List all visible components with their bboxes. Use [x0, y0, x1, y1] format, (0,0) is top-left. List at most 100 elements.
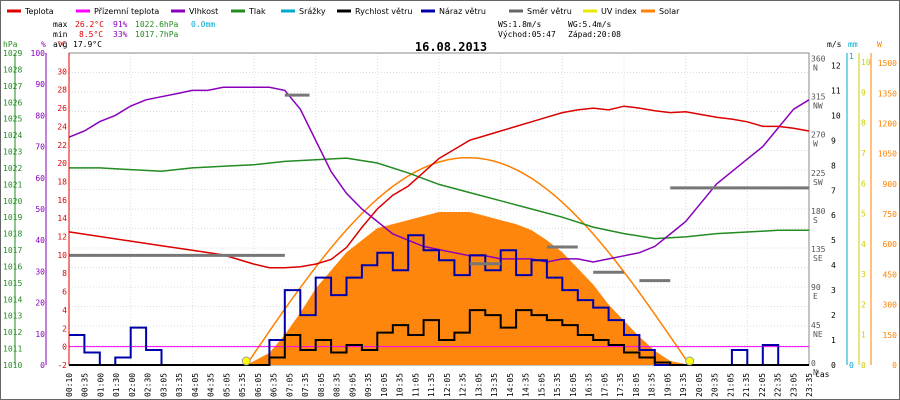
hpa-tick: 1027	[3, 82, 22, 91]
percent-tick: 10	[35, 330, 45, 339]
hpa-tick: 1017	[3, 246, 22, 255]
legend-label: Přízemní teplota	[94, 7, 159, 16]
avg-label: avg	[53, 40, 68, 49]
celsius-tick: 26	[57, 104, 67, 113]
wm2-tick: 750	[883, 210, 898, 219]
time-label: 15:05	[537, 373, 546, 397]
time-label: 08:05	[317, 373, 326, 397]
celsius-tick: 20	[57, 159, 67, 168]
max-label: max	[53, 20, 68, 29]
max-pressure: 1022.6hPa	[135, 20, 179, 29]
min-label: min	[53, 30, 68, 39]
wm2-unit: W	[877, 40, 882, 49]
time-label: 21:05	[726, 373, 735, 397]
time-label: 12:05	[443, 373, 452, 397]
min-humidity: 33%	[113, 30, 128, 39]
sunset-marker	[685, 356, 695, 366]
time-label: 23:35	[805, 373, 814, 397]
percent-tick: 90	[35, 80, 45, 89]
time-label: 02:00	[128, 373, 137, 397]
celsius-tick: 6	[62, 288, 67, 297]
uv-tick: 7	[861, 149, 866, 158]
uv-tick: 5	[861, 210, 866, 219]
time-label: 04:05	[191, 373, 200, 397]
ms-tick: 8	[831, 161, 836, 170]
ms-tick: 3	[831, 286, 836, 295]
wm2-tick: 900	[883, 180, 898, 189]
time-label: 11:05	[411, 373, 420, 397]
hpa-tick: 1018	[3, 230, 22, 239]
ms-unit: m/s	[827, 40, 842, 49]
direction-label: SW	[813, 178, 823, 187]
time-label: 23:05	[789, 373, 798, 397]
direction-degree: 0	[811, 359, 816, 368]
uv-tick: 1	[861, 331, 866, 340]
time-label: 03:35	[175, 373, 184, 397]
hpa-tick: 1025	[3, 115, 22, 124]
legend-label: Vlhkost	[189, 7, 218, 16]
direction-degree: 225	[811, 169, 826, 178]
time-label: 20:05	[695, 373, 704, 397]
uv-tick: 10	[861, 58, 871, 67]
percent-tick: 30	[35, 267, 45, 276]
wm2-tick: 300	[883, 301, 898, 310]
direction-label: E	[813, 292, 818, 301]
percent-tick: 0	[40, 361, 45, 370]
time-label: 16:35	[585, 373, 594, 397]
legend-label: Teplota	[24, 7, 54, 16]
time-label: 10:05	[380, 373, 389, 397]
uv-tick: 4	[861, 240, 866, 249]
pressure-line	[69, 157, 809, 240]
time-label: 01:00	[96, 373, 105, 397]
percent-tick: 50	[35, 205, 45, 214]
direction-degree: 360	[811, 55, 826, 64]
time-label: 15:35	[553, 373, 562, 397]
solar-area	[246, 212, 690, 365]
mm-tick: 0	[849, 361, 854, 370]
time-label: 08:35	[333, 373, 342, 397]
time-label: 00:35	[81, 373, 90, 397]
legend-label: Solar	[659, 7, 680, 16]
time-label: 01:30	[112, 373, 121, 397]
legend-label: Náraz větru	[439, 7, 486, 16]
uv-tick: 8	[861, 119, 866, 128]
celsius-tick: 10	[57, 251, 67, 260]
hpa-tick: 1016	[3, 262, 22, 271]
direction-label: NW	[813, 102, 823, 111]
time-label: 13:35	[490, 373, 499, 397]
wind-gust-max: WG:5.4m/s	[568, 20, 612, 29]
legend-label: Tlak	[248, 7, 266, 16]
celsius-tick: 2	[62, 324, 67, 333]
legend-label: Srážky	[299, 7, 326, 16]
ms-tick: 2	[831, 311, 836, 320]
hpa-tick: 1024	[3, 131, 22, 140]
wm2-tick: 600	[883, 240, 898, 249]
time-label: 06:35	[270, 373, 279, 397]
line-series	[68, 86, 810, 366]
direction-label: NE	[813, 330, 823, 339]
x-axis-label: čas	[815, 369, 830, 379]
ms-tick: 10	[831, 111, 841, 120]
wind-speed-avg: WS:1.8m/s	[498, 20, 542, 29]
time-label: 18:35	[648, 373, 657, 397]
wm2-tick: 1200	[878, 119, 897, 128]
wm2-tick: 1350	[878, 89, 897, 98]
celsius-tick: 0	[62, 343, 67, 352]
sunrise-marker	[241, 356, 251, 366]
celsius-tick: 8	[62, 269, 67, 278]
min-pressure: 1017.7hPa	[135, 30, 179, 39]
wm2-tick: 450	[883, 270, 898, 279]
percent-tick: 70	[35, 143, 45, 152]
hpa-tick: 1026	[3, 98, 22, 107]
legend: Teplota Přízemní teplota Vlhkost Tlak Srážky…	[7, 7, 680, 16]
ms-tick: 1	[831, 336, 836, 345]
hpa-tick: 1013	[3, 312, 22, 321]
legend-label: Směr větru	[527, 7, 572, 16]
direction-label: N	[813, 64, 818, 73]
hpa-tick: 1022	[3, 164, 22, 173]
time-label: 14:05	[506, 373, 515, 397]
celsius-tick: 4	[62, 306, 67, 315]
uv-tick: 0	[861, 361, 866, 370]
